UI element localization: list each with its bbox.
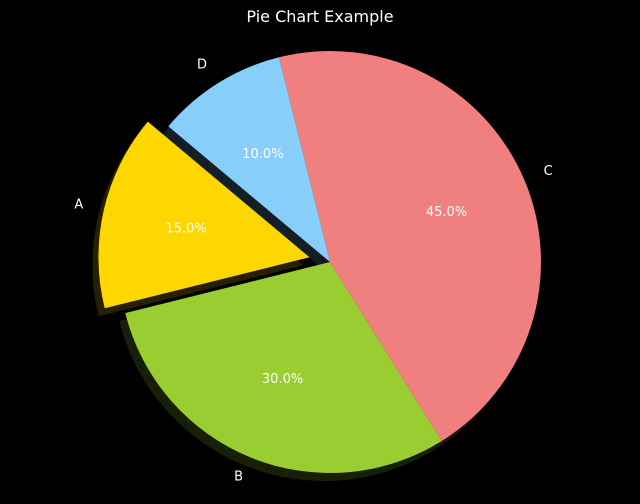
- percent-label-c: 45.0%: [426, 205, 467, 220]
- chart-title: Pie Chart Example: [246, 7, 394, 26]
- percent-label-d: 10.0%: [242, 147, 283, 162]
- pie-slice-b: [125, 262, 442, 473]
- label-layer: A 15.0% B 30.0% C 45.0% D 10.0%: [74, 58, 552, 485]
- pie-slice-c: [278, 50, 542, 441]
- slice-label-c: C: [544, 164, 553, 179]
- slice-layer: [98, 50, 542, 473]
- percent-label-b: 30.0%: [262, 372, 303, 387]
- percent-label-a: 15.0%: [165, 221, 206, 236]
- pie-slice-a: [98, 121, 310, 309]
- slice-label-d: D: [197, 58, 207, 73]
- slice-label-a: A: [74, 198, 83, 213]
- pie-slice-d: [168, 57, 330, 262]
- slice-label-b: B: [234, 470, 243, 485]
